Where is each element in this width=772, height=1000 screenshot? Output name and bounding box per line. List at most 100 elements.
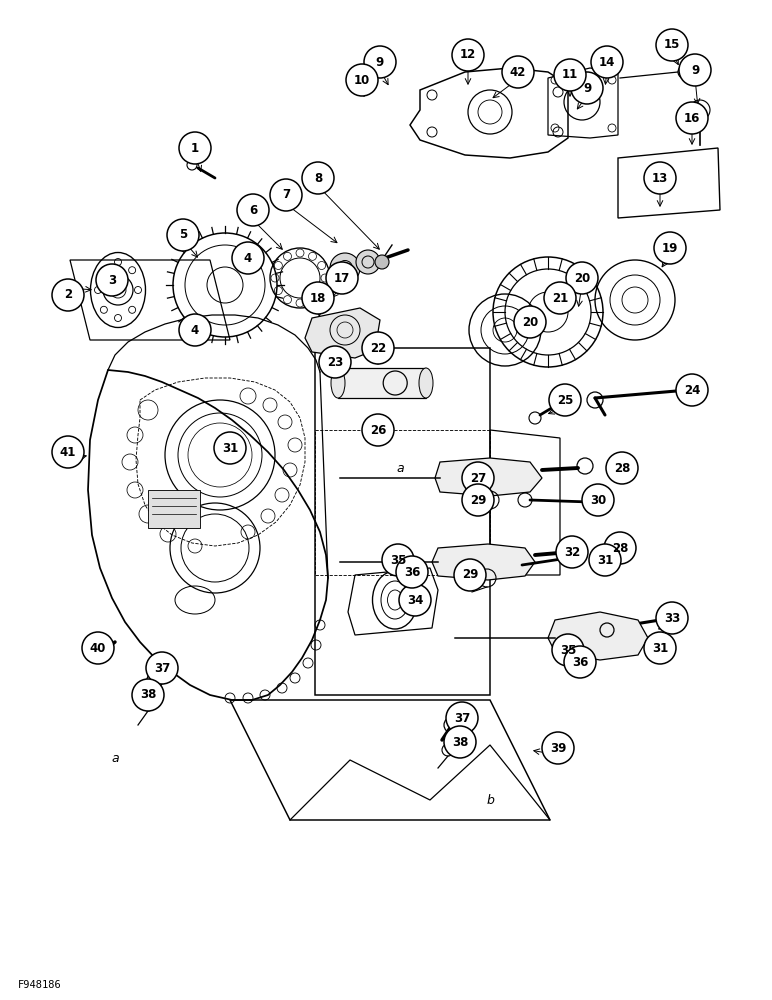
Text: 41: 41 [59,446,76,458]
Text: 15: 15 [664,38,680,51]
Text: 12: 12 [460,48,476,62]
Circle shape [462,484,494,516]
Text: 37: 37 [454,712,470,724]
Text: 1: 1 [191,141,199,154]
Circle shape [399,584,431,616]
Circle shape [582,484,614,516]
Circle shape [270,179,302,211]
Text: 29: 29 [470,493,486,506]
Text: 31: 31 [222,442,238,454]
Polygon shape [432,544,535,580]
Circle shape [452,39,484,71]
Text: 24: 24 [684,383,700,396]
Text: 29: 29 [462,568,478,582]
Circle shape [554,59,586,91]
Circle shape [146,652,178,684]
Text: 30: 30 [590,493,606,506]
Circle shape [396,556,428,588]
Text: 14: 14 [599,55,615,68]
Text: 39: 39 [550,742,566,754]
Circle shape [52,436,84,468]
Text: 27: 27 [470,472,486,485]
Circle shape [232,242,264,274]
Circle shape [96,264,128,296]
Text: 32: 32 [564,546,580,558]
Circle shape [544,282,576,314]
Circle shape [302,282,334,314]
Text: 18: 18 [310,292,327,304]
Text: 35: 35 [560,644,576,656]
Circle shape [514,306,546,338]
Text: 9: 9 [583,82,591,95]
Text: b: b [486,794,494,806]
Text: 31: 31 [597,554,613,566]
Text: 33: 33 [664,611,680,624]
Bar [338,368,426,398]
Circle shape [82,632,114,664]
Circle shape [679,54,711,86]
Text: 42: 42 [510,66,527,79]
Text: 25: 25 [557,393,573,406]
Circle shape [566,262,598,294]
Circle shape [552,634,584,666]
Circle shape [326,262,358,294]
Text: 9: 9 [691,64,699,77]
Text: 4: 4 [191,324,199,336]
Text: 4: 4 [244,251,252,264]
Circle shape [446,702,478,734]
Text: 38: 38 [452,736,468,748]
Text: 9: 9 [376,55,384,68]
Text: 26: 26 [370,424,386,436]
Circle shape [654,232,686,264]
Text: 5: 5 [179,229,187,241]
Text: 36: 36 [404,566,420,578]
Circle shape [502,56,534,88]
Circle shape [346,64,378,96]
Text: 31: 31 [652,642,668,654]
Circle shape [319,346,351,378]
Circle shape [589,544,621,576]
Circle shape [571,655,581,665]
Circle shape [407,570,417,580]
Circle shape [591,46,623,78]
Circle shape [375,255,389,269]
Text: 22: 22 [370,342,386,355]
Text: 17: 17 [334,271,350,284]
Text: 20: 20 [574,271,590,284]
Text: b: b [396,552,404,564]
Circle shape [555,643,565,653]
Text: 34: 34 [407,593,423,606]
Circle shape [564,646,596,678]
Ellipse shape [678,63,706,81]
Circle shape [214,432,246,464]
Circle shape [132,679,164,711]
Circle shape [179,132,211,164]
Ellipse shape [419,368,433,398]
Text: 38: 38 [140,688,156,702]
Text: 36: 36 [572,656,588,668]
Polygon shape [435,458,542,496]
Text: 40: 40 [90,642,107,654]
Circle shape [362,332,394,364]
Text: 16: 16 [684,111,700,124]
Text: 11: 11 [562,68,578,82]
Text: 28: 28 [614,462,630,475]
Text: 21: 21 [552,292,568,304]
Text: 10: 10 [354,74,370,87]
Circle shape [549,384,581,416]
Ellipse shape [331,368,345,398]
Circle shape [644,162,676,194]
Circle shape [364,46,396,78]
Bar [148,490,200,528]
Text: 35: 35 [390,554,406,566]
Text: 20: 20 [522,316,538,328]
Text: 8: 8 [314,172,322,184]
Text: 6: 6 [249,204,257,217]
Circle shape [656,602,688,634]
Text: 2: 2 [64,288,72,302]
Text: 37: 37 [154,662,170,674]
Circle shape [362,414,394,446]
Circle shape [571,72,603,104]
Polygon shape [548,612,648,660]
Circle shape [604,532,636,564]
